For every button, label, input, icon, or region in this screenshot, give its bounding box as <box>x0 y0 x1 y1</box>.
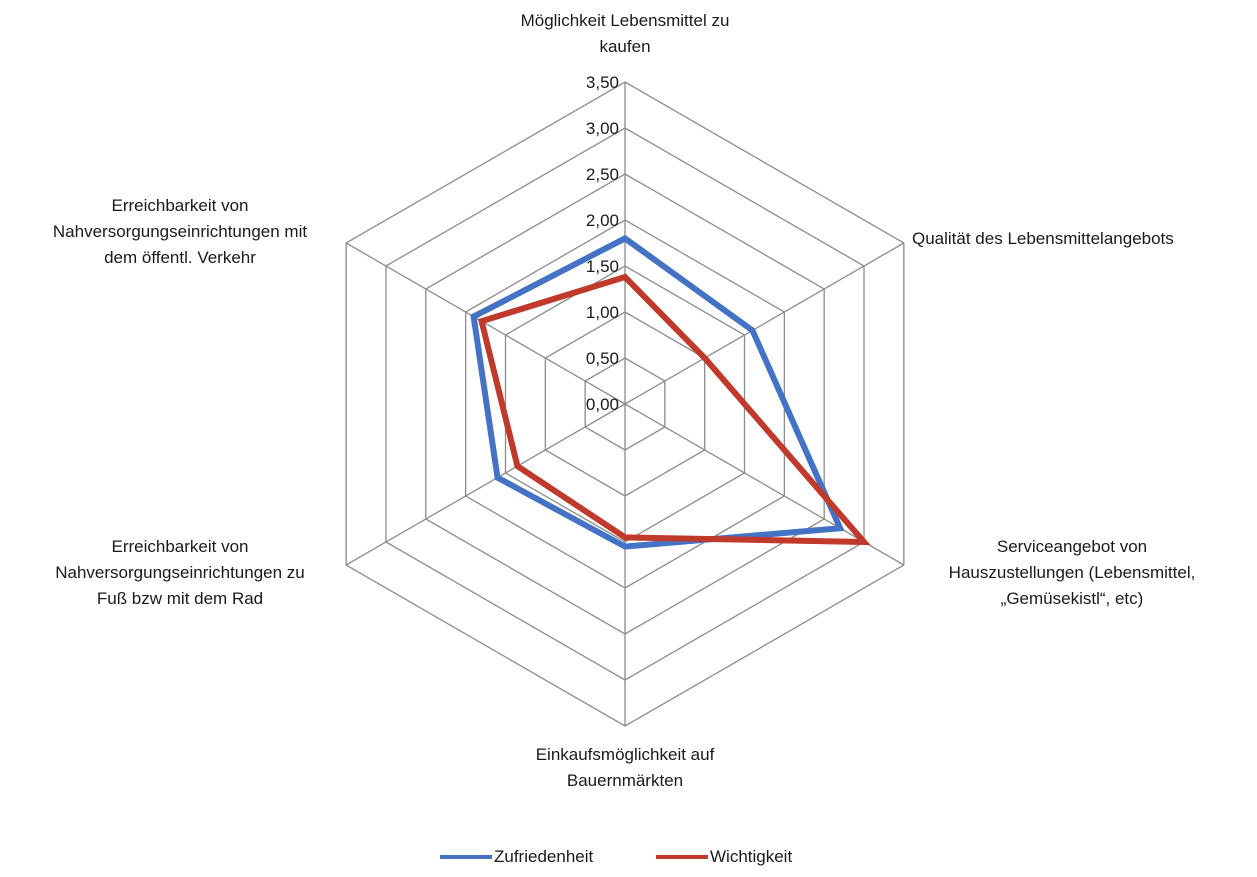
axis-label-food-purchase: Möglichkeit Lebensmittel zu kaufen <box>520 11 730 56</box>
grid-spoke <box>624 242 905 405</box>
axis-label-walk-bike-access: Erreichbarkeit von Nahversorgungseinrich… <box>55 537 305 608</box>
legend-label-zufriedenheit: Zufriedenheit <box>494 847 594 866</box>
legend-swatch-zufriedenheit <box>440 855 492 859</box>
tick-label: 3,00 <box>586 119 619 138</box>
chart-legend: Zufriedenheit Wichtigkeit <box>0 847 1257 877</box>
tick-label: 3,50 <box>586 73 619 92</box>
tick-label: 2,50 <box>586 165 619 184</box>
axis-label-farmers-markets: Einkaufsmöglichkeit auf Bauernmärkten <box>535 745 715 790</box>
legend-item-wichtigkeit: Wichtigkeit <box>656 847 792 867</box>
tick-label: 1,50 <box>586 257 619 276</box>
radar-series <box>470 234 871 550</box>
legend-label-wichtigkeit: Wichtigkeit <box>710 847 793 866</box>
grid-spoke <box>345 242 626 405</box>
radar-grid <box>345 81 905 727</box>
tick-label: 2,00 <box>586 211 619 230</box>
tick-label: 0,00 <box>586 395 619 414</box>
axis-label-food-quality: Qualität des Lebensmittelangebots <box>912 229 1174 248</box>
tick-label: 0,50 <box>586 349 619 368</box>
legend-swatch-wichtigkeit <box>656 855 708 859</box>
axis-label-public-transport-access: Erreichbarkeit von Nahversorgungseinrich… <box>52 196 308 267</box>
legend-item-zufriedenheit: Zufriedenheit <box>440 847 593 867</box>
grid-spoke <box>345 403 626 566</box>
axis-label-home-delivery: Serviceangebot von Hauszustellungen (Leb… <box>948 537 1196 608</box>
tick-label: 1,00 <box>586 303 619 322</box>
radial-tick-labels: 0,00 0,50 1,00 1,50 2,00 2,50 3,00 3,50 <box>586 73 619 414</box>
